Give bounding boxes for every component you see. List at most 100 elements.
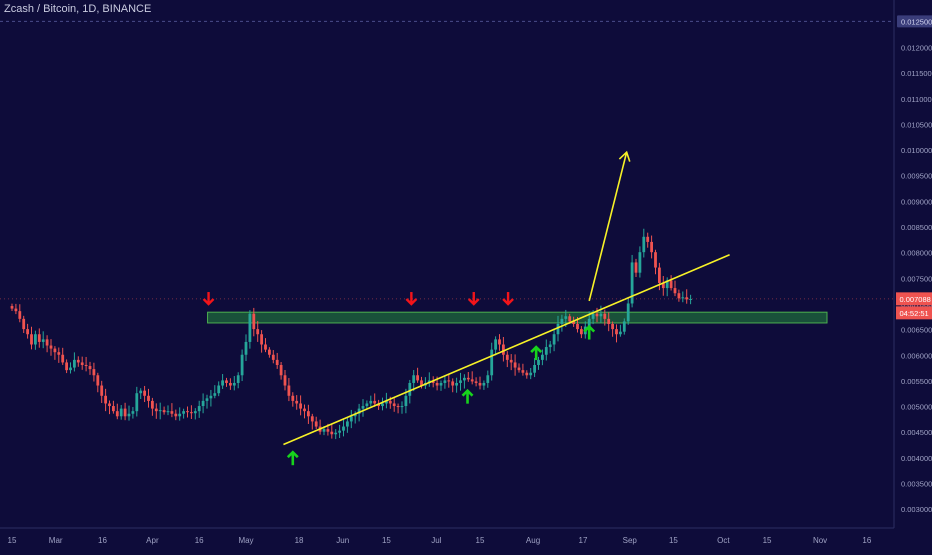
price-tick-label: 0.007500: [901, 274, 932, 283]
candle-down: [57, 352, 61, 355]
candle-up: [69, 367, 72, 371]
candle-up: [439, 382, 443, 386]
time-tick-label: 16: [862, 536, 871, 545]
annotation-lines-layer: [0, 150, 894, 446]
resistance-marker-head: [202, 298, 215, 306]
last-price-label: 0.007088: [900, 295, 931, 304]
support-marker-head: [583, 324, 596, 333]
candle-up: [353, 413, 357, 417]
time-tick-label: Mar: [49, 536, 63, 545]
time-tick-label: 15: [763, 536, 772, 545]
candle-up: [544, 347, 548, 355]
candle-up: [166, 411, 170, 413]
price-tick-label: 0.003500: [901, 479, 932, 488]
candle-down: [279, 365, 283, 376]
candle-up: [486, 375, 490, 383]
candle-down: [576, 323, 579, 330]
candle-up: [564, 316, 568, 319]
candle-down: [271, 354, 275, 360]
time-tick-label: 16: [195, 536, 204, 545]
candle-down: [634, 262, 638, 273]
candle-down: [37, 334, 41, 342]
candle-down: [580, 329, 583, 335]
candle-down: [264, 344, 267, 350]
price-tick-label: 0.004500: [901, 428, 932, 437]
candle-up: [369, 400, 373, 404]
resistance-zone: [207, 311, 828, 324]
resistance-marker-head: [405, 298, 418, 306]
candle-down: [615, 329, 618, 335]
candle-down: [295, 400, 299, 404]
candle-up: [533, 365, 536, 373]
candle-down: [505, 354, 509, 360]
candle-down: [49, 345, 53, 349]
candle-down: [22, 318, 26, 330]
candle-down: [151, 400, 154, 409]
candle-down: [65, 362, 68, 371]
candle-down: [474, 381, 478, 383]
candle-down: [677, 293, 681, 299]
candle-up: [240, 354, 244, 376]
time-tick-label: 15: [382, 536, 391, 545]
candle-up: [158, 410, 162, 412]
candle-up: [537, 359, 540, 366]
candle-down: [162, 410, 166, 413]
time-tick-label: Sep: [623, 536, 638, 545]
candle-up: [587, 318, 591, 327]
candle-up: [182, 411, 185, 414]
candle-down: [190, 412, 193, 414]
time-tick-label: 16: [98, 536, 107, 545]
candle-down: [654, 252, 657, 268]
candle-up: [209, 395, 213, 399]
candle-down: [84, 365, 88, 367]
candle-up: [131, 411, 135, 414]
candle-down: [330, 431, 334, 435]
candle-up: [681, 297, 685, 299]
time-tick-label: 15: [8, 536, 17, 545]
candle-down: [154, 408, 158, 412]
candle-up: [349, 416, 353, 422]
last-price-label-bg: [896, 292, 932, 306]
candle-down: [307, 411, 310, 417]
candle-up: [338, 430, 341, 433]
candle-down: [326, 429, 330, 432]
candle-down: [466, 377, 470, 380]
price-tick-label: 0.005500: [901, 377, 932, 386]
candle-up: [73, 359, 76, 368]
candle-down: [502, 344, 505, 355]
candle-down: [283, 375, 287, 386]
countdown-label-bg: [896, 306, 932, 320]
time-axis[interactable]: 15 Mar 16 Apr 16 May 18 Jun 15 Jul 15 Aug 17 Sep 15 Oct…: [0, 527, 894, 545]
candle-up: [552, 334, 556, 345]
countdown-label: 04:52:51: [900, 309, 929, 318]
price-tick-label: 0.005000: [901, 403, 932, 412]
candle-up: [599, 313, 603, 317]
candle-down: [88, 366, 92, 370]
time-tick-label: Nov: [813, 536, 827, 545]
projection-arrow-head: [618, 150, 631, 162]
candle-up: [642, 236, 646, 253]
candle-up: [381, 403, 384, 407]
candle-down: [669, 280, 673, 289]
candle-up: [443, 380, 447, 383]
candle-down: [100, 385, 104, 396]
candle-up: [548, 344, 552, 348]
time-tick-label: Apr: [146, 536, 159, 545]
price-axis[interactable]: 0.012000 0.011500 0.011000 0.010500 0.010000…: [893, 0, 932, 528]
time-tick-label: 17: [579, 536, 588, 545]
price-tick-label: 0.009000: [901, 197, 932, 206]
candle-up: [342, 426, 345, 431]
candle-down: [104, 395, 107, 404]
candle-down: [509, 359, 513, 363]
candle-down: [229, 382, 232, 386]
candle-up: [626, 303, 630, 322]
candle-down: [143, 390, 146, 396]
price-tick-label: 0.009500: [901, 172, 932, 181]
candle-up: [459, 380, 462, 383]
price-tick-label: 0.004000: [901, 454, 932, 463]
candle-down: [299, 403, 302, 409]
candle-up: [556, 323, 560, 335]
resistance-zone-layer: [207, 311, 828, 324]
